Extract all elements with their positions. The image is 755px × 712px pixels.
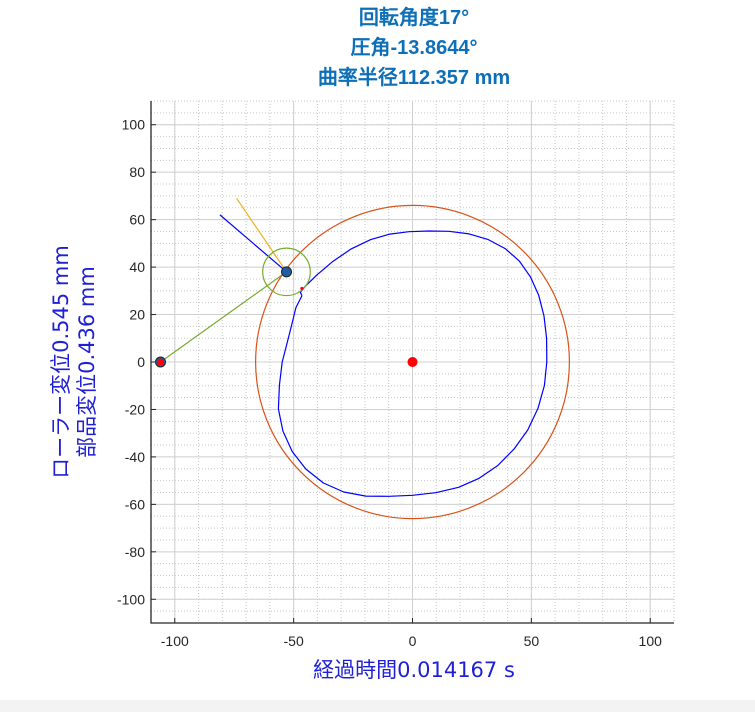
contact-point — [300, 286, 304, 291]
y-tick-label: 60 — [129, 212, 145, 228]
x-tick-label: -100 — [161, 633, 189, 649]
major-grid — [151, 101, 674, 623]
y-tick-label: -40 — [125, 449, 145, 465]
y-tick-label: 80 — [129, 164, 145, 180]
y-tick-label: 40 — [129, 259, 145, 275]
y-tick-label: -80 — [125, 544, 145, 560]
tangent-line — [236, 197, 288, 273]
roller-center-marker — [281, 266, 293, 278]
y-tick-label: -60 — [125, 496, 145, 512]
y-axis-label-line-2: 部品変位0.436 mm — [75, 266, 99, 458]
y-tick-labels: 100 80 60 40 20 0 -20 -40 -60 -80 -100 — [117, 117, 145, 608]
x-tick-label: -50 — [284, 633, 304, 649]
x-tick-labels: -100 -50 0 50 100 — [161, 633, 662, 649]
y-axis-label-line-1: ローラー変位0.545 mm — [49, 245, 73, 479]
plot-area — [155, 197, 570, 520]
outer-pitch-curve — [255, 204, 570, 520]
y-tick-label: 20 — [129, 307, 145, 323]
y-tick-label: -20 — [125, 401, 145, 417]
title: 回転角度17° 圧角-13.8644° 曲率半径112.357 mm — [318, 5, 510, 89]
title-line-2: 圧角-13.8644° — [351, 35, 478, 59]
x-axis-label: 経過時間0.014167 s — [313, 658, 515, 682]
x-tick-label: 0 — [409, 633, 417, 649]
title-line-1: 回転角度17° — [359, 5, 469, 29]
x-tick-label: 50 — [524, 633, 540, 649]
y-tick-label: -100 — [117, 591, 145, 607]
normal-line — [219, 214, 287, 273]
cam-profile-curve — [277, 230, 548, 497]
link-line — [160, 271, 287, 363]
y-tick-label: 0 — [137, 354, 145, 370]
roller-circle — [262, 247, 311, 297]
pivot-point — [157, 358, 165, 366]
title-line-3: 曲率半径112.357 mm — [318, 65, 510, 89]
footer-band — [0, 700, 755, 712]
cam-center-point — [407, 357, 418, 367]
axes — [150, 101, 674, 624]
y-tick-label: 100 — [122, 117, 146, 133]
x-tick-label: 100 — [639, 633, 663, 649]
